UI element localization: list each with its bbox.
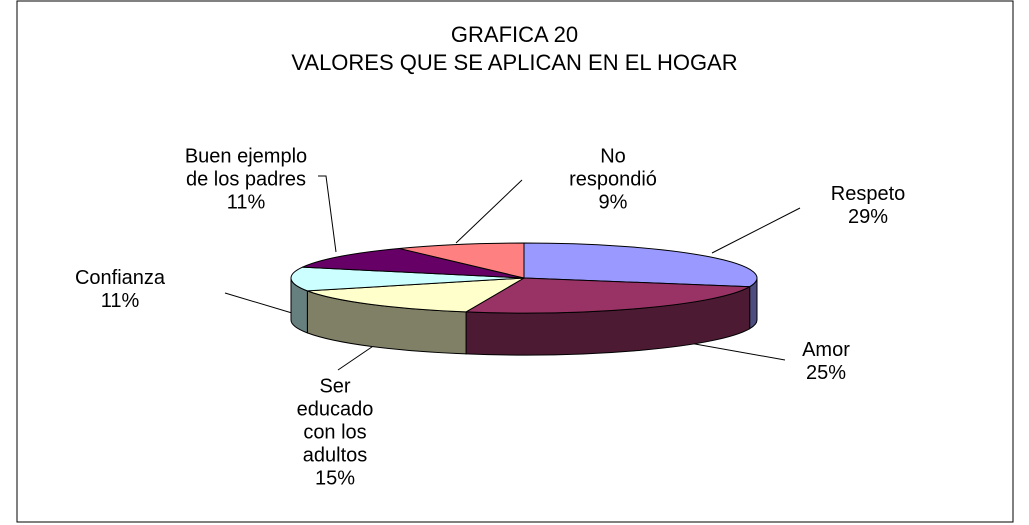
category-label: Ser educado con los adultos [296, 375, 374, 467]
slice-label: Amor 25% [766, 339, 886, 385]
slice [290, 266, 525, 292]
category-label: Confianza [74, 267, 166, 289]
slice-label: Confianza 11% [40, 267, 200, 313]
value-label: 9% [598, 191, 628, 214]
chart-subtitle: VALORES QUE SE APLICAN EN EL HOGAR [291, 50, 738, 75]
category-label: Respeto [830, 183, 906, 205]
value-label: 29% [847, 206, 889, 228]
chart-title: GRAFICA 20 [450, 22, 579, 47]
category-label: Amor [802, 339, 850, 361]
slice [399, 242, 525, 279]
slice [523, 242, 758, 288]
value-label: 11% [100, 290, 140, 312]
value-label: 11% [226, 191, 266, 214]
pie [290, 242, 758, 356]
category-label: Buen ejemplo de los padres [184, 145, 308, 191]
slice-label: Respeto 29% [788, 183, 948, 229]
leader-line [711, 207, 801, 254]
value-label: 15% [314, 467, 356, 490]
category-label: No respondió [569, 145, 657, 191]
value-label: 25% [805, 362, 847, 384]
slice-label: No respondió 9% [558, 146, 668, 215]
slice-label: Buen ejemplo de los padres 11% [171, 146, 321, 215]
leader-line [455, 179, 523, 244]
leader-line [224, 292, 303, 317]
slice [302, 247, 525, 279]
slice-label: Ser educado con los adultos 15% [280, 376, 390, 491]
slice [307, 277, 525, 313]
leader-line [318, 175, 337, 253]
slice [464, 277, 752, 314]
